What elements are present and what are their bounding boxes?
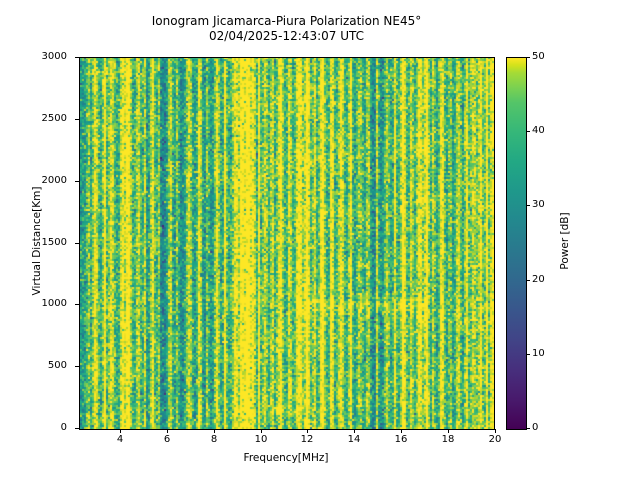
y-tick-label: 500 — [47, 360, 67, 371]
y-tick-label: 0 — [60, 422, 67, 433]
colorbar-tick-mark — [526, 205, 530, 206]
colorbar-tick-label: 10 — [532, 348, 545, 359]
x-tick-label: 8 — [210, 434, 218, 445]
colorbar-tick-mark — [526, 131, 530, 132]
x-tick-mark — [307, 429, 308, 433]
y-tick-mark — [75, 243, 79, 244]
x-tick-label: 4 — [116, 434, 124, 445]
ionogram-plot-area — [79, 57, 495, 430]
x-tick-label: 18 — [441, 434, 455, 445]
y-tick-label: 1000 — [41, 298, 67, 309]
x-tick-mark — [120, 429, 121, 433]
x-tick-label: 20 — [488, 434, 502, 445]
x-tick-mark — [401, 429, 402, 433]
colorbar-label: Power [dB] — [559, 212, 571, 270]
x-tick-label: 6 — [163, 434, 171, 445]
y-tick-label: 1500 — [41, 237, 67, 248]
x-tick-label: 12 — [300, 434, 314, 445]
y-tick-label: 2500 — [41, 113, 67, 124]
y-tick-mark — [75, 304, 79, 305]
x-axis-label: Frequency[MHz] — [243, 452, 329, 464]
colorbar-tick-label: 50 — [532, 51, 545, 62]
x-tick-mark — [261, 429, 262, 433]
y-tick-mark — [75, 57, 79, 58]
x-tick-mark — [495, 429, 496, 433]
x-tick-label: 16 — [394, 434, 408, 445]
colorbar-tick-mark — [526, 280, 530, 281]
colorbar-tick-mark — [526, 57, 530, 58]
x-tick-mark — [354, 429, 355, 433]
colorbar — [506, 57, 527, 430]
x-tick-label: 10 — [254, 434, 268, 445]
x-tick-label: 14 — [347, 434, 361, 445]
page-title: Ionogram Jicamarca-Piura Polarization NE… — [151, 14, 422, 43]
colorbar-tick-label: 0 — [532, 422, 539, 433]
colorbar-tick-mark — [526, 428, 530, 429]
x-tick-mark — [214, 429, 215, 433]
x-tick-mark — [448, 429, 449, 433]
y-axis-label: Virtual Distance[Km] — [31, 186, 43, 296]
y-tick-mark — [75, 428, 79, 429]
y-tick-mark — [75, 366, 79, 367]
y-tick-mark — [75, 181, 79, 182]
colorbar-tick-label: 40 — [532, 125, 545, 136]
colorbar-tick-mark — [526, 354, 530, 355]
x-tick-mark — [167, 429, 168, 433]
ionogram-heatmap-canvas — [80, 58, 494, 429]
colorbar-tick-label: 20 — [532, 274, 545, 285]
y-tick-label: 2000 — [41, 175, 67, 186]
y-tick-mark — [75, 119, 79, 120]
y-tick-label: 3000 — [41, 51, 67, 62]
colorbar-tick-label: 30 — [532, 199, 545, 210]
